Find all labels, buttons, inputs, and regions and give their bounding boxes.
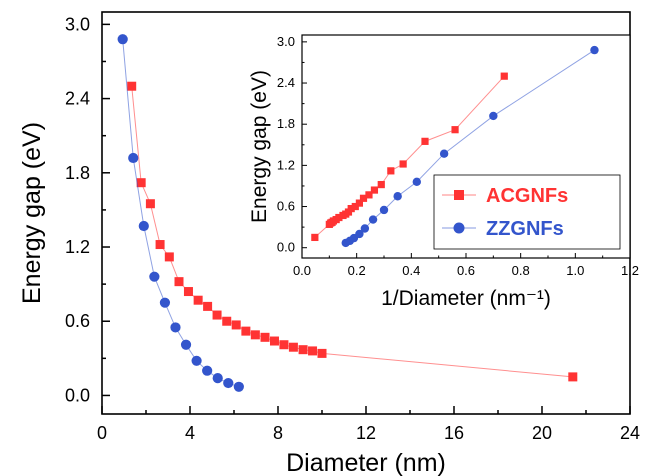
data-point-zzgnfs bbox=[180, 339, 192, 350]
legend-marker-acgnfs bbox=[454, 190, 464, 200]
inset-data-point-zzgnfs bbox=[489, 111, 498, 121]
inset-data-point-zzgnfs bbox=[393, 192, 402, 201]
data-point-acgnfs bbox=[203, 301, 213, 311]
inset-y-tick-label: 2.4 bbox=[277, 75, 295, 90]
inset-x-tick-label: 0.2 bbox=[348, 263, 366, 278]
x-tick-label: 16 bbox=[444, 423, 464, 443]
data-point-zzgnfs bbox=[159, 297, 171, 308]
data-point-acgnfs bbox=[288, 342, 298, 352]
data-point-zzgnfs bbox=[128, 152, 139, 164]
data-point-acgnfs bbox=[568, 372, 578, 382]
data-point-zzgnfs bbox=[149, 271, 160, 282]
inset-data-point-acgnfs bbox=[365, 191, 373, 199]
data-point-acgnfs bbox=[127, 81, 137, 91]
data-point-acgnfs bbox=[260, 332, 270, 342]
data-point-zzgnfs bbox=[202, 365, 213, 376]
inset-x-tick-label: 1.2 bbox=[621, 263, 639, 278]
data-point-zzgnfs bbox=[212, 373, 223, 384]
data-point-acgnfs bbox=[212, 310, 222, 320]
data-point-acgnfs bbox=[136, 178, 146, 188]
x-tick-label: 4 bbox=[185, 423, 195, 443]
inset-data-point-acgnfs bbox=[399, 160, 407, 168]
inset-x-tick-label: 1.0 bbox=[566, 263, 584, 278]
x-tick-label: 8 bbox=[273, 423, 283, 443]
inset-data-point-zzgnfs bbox=[439, 149, 449, 158]
data-point-zzgnfs bbox=[233, 381, 244, 392]
data-point-zzgnfs bbox=[191, 355, 202, 366]
data-point-acgnfs bbox=[222, 316, 232, 326]
inset-data-point-zzgnfs bbox=[590, 45, 599, 55]
data-point-zzgnfs bbox=[117, 34, 128, 45]
inset-data-point-acgnfs bbox=[500, 72, 508, 80]
data-point-acgnfs bbox=[241, 326, 251, 336]
inset-y-tick-label: 0.6 bbox=[277, 199, 295, 214]
series-line-zzgnfs bbox=[122, 39, 240, 388]
inset-data-point-zzgnfs bbox=[360, 224, 370, 233]
inset-data-point-acgnfs bbox=[351, 202, 359, 211]
y-tick-label: 0.0 bbox=[65, 385, 90, 405]
data-point-acgnfs bbox=[279, 340, 289, 350]
inset-y-tick-label: 1.8 bbox=[277, 116, 295, 131]
inset-x-tick-label: 0.6 bbox=[457, 263, 475, 278]
data-point-acgnfs bbox=[298, 345, 308, 355]
inset-y-axis-title: Energy gap (eV) bbox=[248, 70, 271, 223]
data-point-acgnfs bbox=[317, 348, 327, 358]
inset-data-point-zzgnfs bbox=[412, 177, 421, 187]
data-point-acgnfs bbox=[231, 320, 241, 330]
x-tick-label: 0 bbox=[97, 423, 107, 443]
data-point-acgnfs bbox=[155, 240, 165, 250]
data-point-acgnfs bbox=[250, 330, 260, 340]
inset-data-point-acgnfs bbox=[387, 167, 395, 175]
inset-data-point-acgnfs bbox=[335, 213, 343, 222]
inset-y-tick-label: 3.0 bbox=[277, 34, 295, 49]
data-point-acgnfs bbox=[183, 287, 193, 297]
data-point-zzgnfs bbox=[223, 377, 234, 389]
inset-data-point-acgnfs bbox=[311, 233, 319, 242]
inset-data-point-acgnfs bbox=[347, 204, 355, 213]
data-point-zzgnfs bbox=[138, 220, 149, 232]
inset-data-point-acgnfs bbox=[370, 186, 379, 194]
data-point-acgnfs bbox=[193, 295, 203, 305]
data-point-acgnfs bbox=[174, 277, 184, 287]
inset-data-point-zzgnfs bbox=[355, 229, 364, 239]
main-plot: 0 4 8 12 16 20 24 0.0 0.6 1.2 1.8 2.4 3.0 Diameter (n… bbox=[18, 11, 640, 476]
y-tick-label: 1.8 bbox=[65, 163, 90, 183]
legend-label-zzgnfs: ZZGNFs bbox=[486, 218, 564, 240]
x-tick-label: 24 bbox=[620, 423, 640, 443]
inset-data-point-zzgnfs bbox=[368, 215, 378, 224]
inset-data-point-acgnfs bbox=[451, 126, 459, 134]
legend-label-acgnfs: ACGNFs bbox=[486, 185, 568, 207]
y-tick-label: 2.4 bbox=[65, 89, 90, 109]
y-axis-title: Energy gap (eV) bbox=[18, 122, 46, 304]
x-axis-title: Diameter (nm) bbox=[286, 449, 446, 476]
inset-x-axis-title: 1/Diameter (nm⁻¹) bbox=[381, 287, 551, 310]
inset-plot: 0.0 0.2 0.4 0.6 0.8 1.0 1.2 0.0 0.6 1.2 1.8 2.4 3.0 1… bbox=[248, 34, 639, 310]
data-point-acgnfs bbox=[164, 252, 174, 262]
x-tick-label: 20 bbox=[532, 423, 552, 443]
y-tick-label: 1.2 bbox=[65, 237, 90, 257]
inset-data-point-zzgnfs bbox=[379, 205, 389, 215]
inset-x-tick-label: 0.4 bbox=[402, 263, 420, 278]
inset-x-tick-label: 0.8 bbox=[512, 263, 530, 278]
legend-box bbox=[433, 174, 621, 250]
data-point-acgnfs bbox=[145, 199, 155, 209]
data-point-zzgnfs bbox=[170, 322, 181, 333]
inset-x-tick-label: 0.0 bbox=[293, 263, 311, 278]
y-tick-label: 3.0 bbox=[65, 14, 90, 34]
inset-y-tick-label: 0.0 bbox=[277, 240, 295, 255]
inset-y-tick-label: 1.2 bbox=[277, 157, 295, 172]
data-point-acgnfs bbox=[269, 336, 279, 346]
y-tick-label: 0.6 bbox=[65, 311, 90, 331]
x-tick-label: 12 bbox=[356, 423, 376, 443]
inset-data-point-acgnfs bbox=[421, 137, 429, 145]
inset-data-point-acgnfs bbox=[377, 180, 385, 189]
inset-data-point-acgnfs bbox=[359, 194, 368, 202]
data-point-acgnfs bbox=[308, 346, 318, 356]
inset-data-point-acgnfs bbox=[355, 199, 363, 207]
legend-marker-zzgnfs bbox=[453, 222, 465, 234]
series-line-acgnfs bbox=[131, 86, 573, 378]
